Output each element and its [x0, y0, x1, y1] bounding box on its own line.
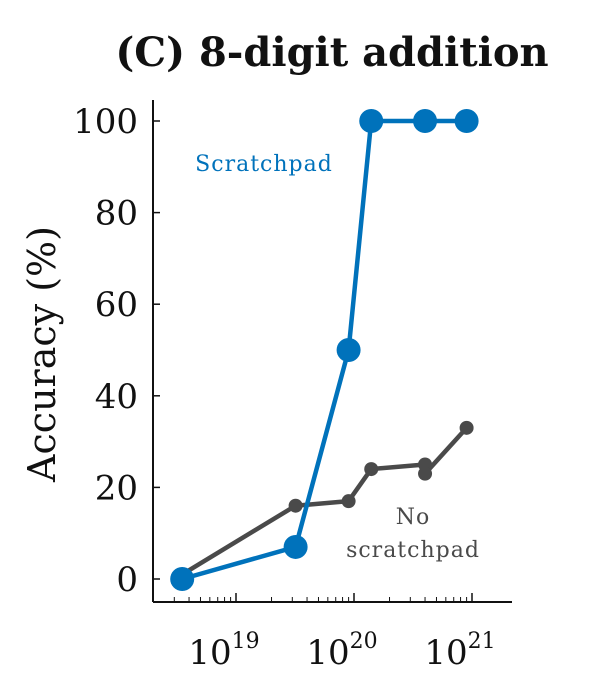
data-point-no-scratchpad — [288, 498, 303, 513]
data-point-no-scratchpad — [459, 420, 474, 435]
y-tick-label: 40 — [95, 377, 138, 417]
data-point-scratchpad — [413, 109, 438, 133]
y-tick-label: 60 — [95, 285, 138, 325]
data-point-scratchpad — [283, 534, 308, 559]
data-point-no-scratchpad — [418, 466, 433, 481]
data-point-no-scratchpad — [341, 494, 356, 509]
data-point-no-scratchpad — [364, 462, 379, 477]
x-ticks: 1019 1020 1021 — [173, 593, 496, 673]
annotations: Scratchpad No scratchpad — [195, 152, 480, 563]
x-tick-exponent: 19 — [232, 629, 260, 654]
annotation-scratchpad: Scratchpad — [195, 152, 333, 177]
x-tick-label: 1020 — [306, 629, 377, 673]
x-tick-label: 1019 — [188, 629, 259, 673]
y-tick-label: 80 — [95, 194, 138, 234]
axes — [152, 100, 512, 603]
y-tick-label: 100 — [73, 102, 138, 142]
y-axis-label: Accuracy (%) — [20, 226, 64, 483]
data-point-scratchpad — [336, 338, 361, 362]
data-point-scratchpad — [170, 567, 195, 591]
annotation-no-scratchpad-line1: No — [396, 505, 431, 530]
y-ticks: 0 20 40 60 80 100 — [73, 102, 160, 600]
series-group — [170, 109, 479, 591]
x-tick-exponent: 20 — [350, 629, 378, 654]
x-tick-exponent: 21 — [468, 629, 496, 654]
y-tick-label: 0 — [116, 560, 138, 600]
data-point-scratchpad — [454, 109, 479, 133]
x-tick-label: 1021 — [424, 629, 495, 673]
chart-title: (C) 8-digit addition — [115, 29, 548, 76]
y-tick-label: 20 — [95, 468, 138, 508]
annotation-no-scratchpad-line2: scratchpad — [346, 538, 480, 563]
data-point-scratchpad — [359, 109, 384, 133]
